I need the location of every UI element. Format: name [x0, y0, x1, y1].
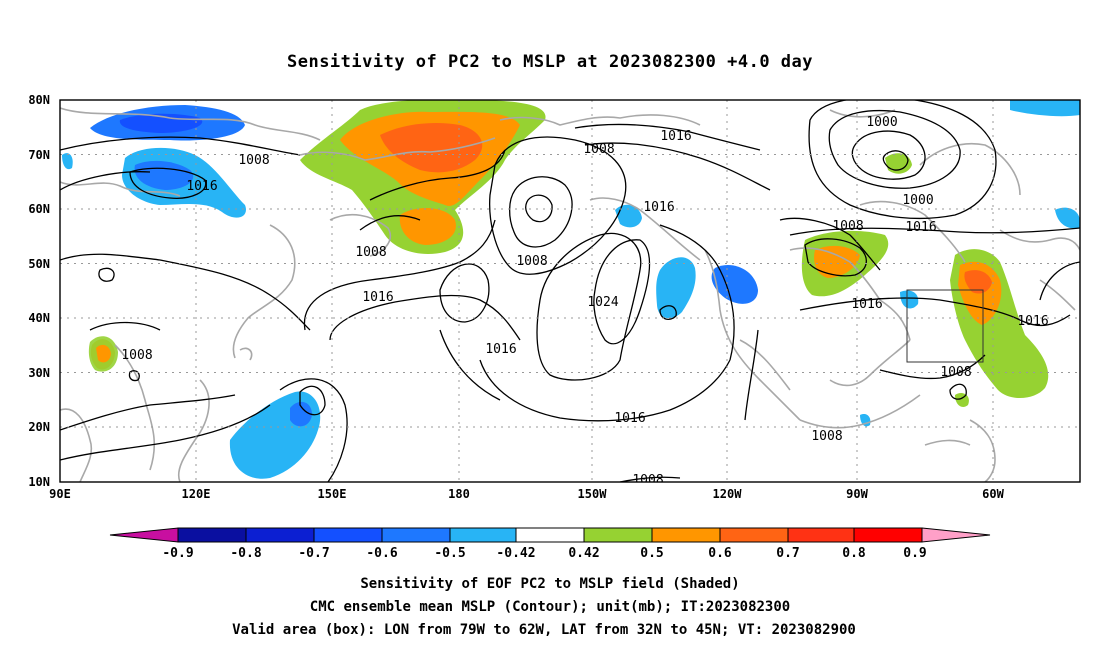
lon-axis: 90E 120E 150E 180 150W 120W 90W 60W [49, 487, 1004, 501]
lon-label: 120E [182, 487, 211, 501]
map-background [60, 100, 1080, 482]
lat-label: 10N [28, 475, 50, 489]
colorbar-swatch [651, 527, 721, 543]
caption-line-1: Sensitivity of EOF PC2 to MSLP field (Sh… [360, 576, 739, 592]
lon-label: 150E [318, 487, 347, 501]
colorbar-swatch [583, 527, 653, 543]
contour-label: 1008 [832, 219, 863, 234]
shade-negative-gulf-alaska [615, 204, 642, 228]
shaded-sensitivity-field [62, 100, 1080, 479]
lat-label: 30N [28, 366, 50, 380]
colorbar-swatch [853, 527, 923, 543]
shade-orange2-atlantic [964, 270, 992, 294]
contour-label: 1008 [632, 473, 663, 488]
contour-label: 1008 [583, 142, 614, 157]
contour-label: 1016 [643, 200, 674, 215]
contour-label: 1000 [866, 115, 897, 130]
colorbar-swatch [719, 527, 789, 543]
shade-negative-nova-scotia [900, 290, 919, 309]
lon-label: 90E [49, 487, 71, 501]
shade-negative-west-canada [711, 264, 758, 304]
lon-label: 180 [448, 487, 470, 501]
contour-label: 1024 [587, 295, 618, 310]
colorbar-swatch [245, 527, 315, 543]
colorbar-label: 0.9 [903, 546, 926, 561]
lat-axis: 80N 70N 60N 50N 40N 30N 20N 10N [28, 93, 50, 489]
colorbar-label: 0.7 [776, 546, 799, 561]
contour-label: 1008 [811, 429, 842, 444]
colorbar-swatch [313, 527, 383, 543]
colorbar-swatch [177, 527, 247, 543]
graticule [60, 100, 1080, 482]
shade-negative-small-2 [62, 153, 73, 170]
colorbar-label: 0.42 [568, 546, 599, 561]
contour-labels: 1016 1008 1000 1000 1008 1016 1016 1008 … [121, 115, 1048, 488]
contour-label: 1016 [186, 179, 217, 194]
contour-label: 1016 [1017, 314, 1048, 329]
shade-positive-india-core [96, 344, 111, 363]
colorbar-swatch [787, 527, 855, 543]
colorbar-swatch [449, 527, 517, 543]
lon-label: 90W [846, 487, 868, 501]
contour-label: 1016 [485, 342, 516, 357]
colorbar-high-arrow [921, 527, 991, 543]
contour-label: 1008 [238, 153, 269, 168]
shade-positive-greenland [885, 153, 912, 174]
map-panel: 1016 1008 1000 1000 1008 1016 1016 1008 … [28, 93, 1081, 501]
colorbar-label: 0.6 [708, 546, 732, 561]
contour-label: 1016 [362, 290, 393, 305]
colorbar-label: -0.8 [230, 546, 261, 561]
contour-label: 1008 [940, 365, 971, 380]
shade-orange-canada [814, 245, 860, 278]
contour-label: 1016 [614, 411, 645, 426]
colorbar: -0.9 -0.8 -0.7 -0.6 -0.5 -0.42 0.42 0.5 … [109, 527, 991, 561]
contour-label: 1016 [660, 129, 691, 144]
colorbar-label: 0.5 [640, 546, 663, 561]
contour-label: 1016 [851, 297, 882, 312]
shade-negative-east-atlantic [1055, 207, 1080, 229]
lon-label: 120W [713, 487, 743, 501]
caption-line-2: CMC ensemble mean MSLP (Contour); unit(m… [310, 599, 790, 615]
colorbar-label: -0.7 [298, 546, 329, 561]
caption-line-3: Valid area (box): LON from 79W to 62W, L… [232, 622, 856, 638]
lat-label: 70N [28, 148, 50, 162]
valid-area-box [906, 289, 984, 363]
lat-label: 20N [28, 420, 50, 434]
contour-label: 1016 [905, 220, 936, 235]
shade-orange2-arctic [380, 123, 483, 173]
colorbar-low-arrow [109, 527, 179, 543]
colorbar-label: -0.9 [162, 546, 193, 561]
contour-label: 1008 [516, 254, 547, 269]
coastlines [60, 107, 1080, 482]
lon-label: 150W [578, 487, 608, 501]
shade-negative-ne-pacific [656, 257, 696, 319]
lon-label: 60W [982, 487, 1004, 501]
contour-label: 1000 [902, 193, 933, 208]
colorbar-label: -0.42 [496, 546, 535, 561]
colorbar-label: -0.5 [434, 546, 465, 561]
colorbar-label: 0.8 [842, 546, 866, 561]
contour-label: 1008 [355, 245, 386, 260]
contour-label: 1008 [121, 348, 152, 363]
map-frame [59, 99, 1081, 483]
colorbar-swatch [515, 527, 585, 543]
lat-label: 40N [28, 311, 50, 325]
lat-label: 80N [28, 93, 50, 107]
map-title: Sensitivity of PC2 to MSLP at 2023082300… [287, 52, 813, 72]
lat-label: 60N [28, 202, 50, 216]
shade-negative-west-pacific-inner [290, 401, 312, 427]
colorbar-swatch [381, 527, 451, 543]
colorbar-label: -0.6 [366, 546, 397, 561]
shade-negative-north-atlantic [1010, 100, 1080, 117]
lat-label: 50N [28, 257, 50, 271]
